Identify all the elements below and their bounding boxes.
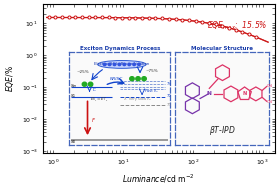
X-axis label: $\it{Luminance}$/cd m$^{-2}$: $\it{Luminance}$/cd m$^{-2}$ — [122, 172, 195, 185]
Text: $\it{EQE}_{max}$:  15.5%: $\it{EQE}_{max}$: 15.5% — [207, 19, 268, 32]
Y-axis label: $\it{EQE}$/%: $\it{EQE}$/% — [4, 65, 16, 92]
